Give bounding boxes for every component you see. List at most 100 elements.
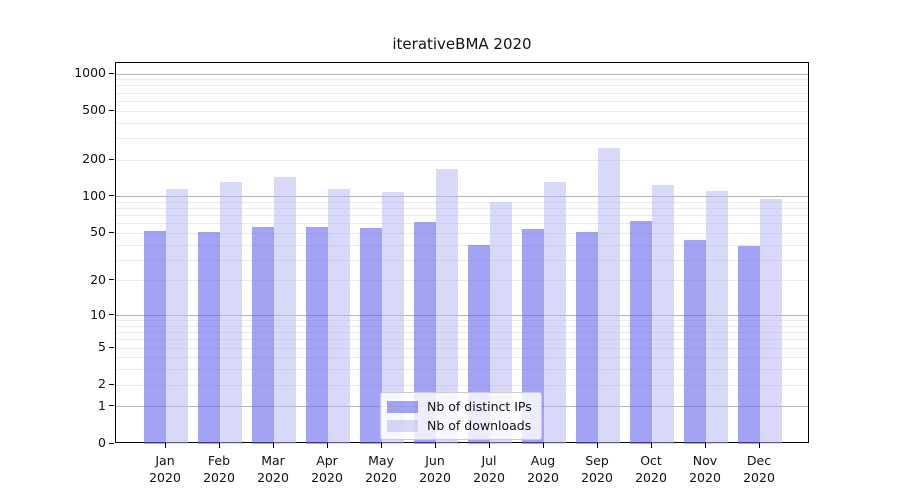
x-tick-mark [327, 443, 328, 448]
gridline-minor [116, 201, 808, 203]
x-axis-tick-label: Dec 2020 [743, 453, 775, 485]
bar-distinct-ips [522, 229, 544, 444]
gridline-minor [116, 223, 808, 225]
bar-downloads [328, 189, 350, 444]
bar-downloads [760, 199, 782, 444]
x-axis-tick-label: May 2020 [365, 453, 397, 485]
gridline-minor [116, 369, 808, 371]
gridline-minor [116, 92, 808, 94]
y-tick-mark [109, 346, 114, 348]
x-tick-mark [435, 443, 436, 448]
y-tick-mark [109, 109, 114, 111]
gridline-minor [116, 384, 808, 386]
gridline-minor [116, 122, 808, 124]
gridline-minor [116, 244, 808, 246]
x-tick-mark [759, 443, 760, 448]
bar-downloads [274, 176, 296, 444]
bar-downloads [598, 147, 620, 444]
legend-swatch-distinct-ips [387, 400, 418, 413]
y-tick-mark [109, 158, 114, 160]
bar-downloads [544, 182, 566, 444]
y-axis-tick-label: 500 [82, 102, 106, 118]
y-axis-tick-label: 0 [98, 435, 106, 450]
y-tick-mark [109, 72, 114, 74]
bar-distinct-ips [684, 240, 706, 444]
x-tick-mark [543, 443, 544, 448]
y-tick-mark [109, 442, 114, 444]
legend-label-downloads: Nb of downloads [427, 418, 532, 433]
bar-distinct-ips [360, 228, 382, 444]
bar-distinct-ips [630, 221, 652, 444]
bar-distinct-ips [576, 232, 598, 444]
gridline-minor [116, 347, 808, 349]
gridline-minor [116, 208, 808, 210]
y-tick-mark [109, 405, 114, 407]
x-tick-mark [489, 443, 490, 448]
bar-downloads [490, 201, 512, 444]
x-tick-mark [273, 443, 274, 448]
legend: Nb of distinct IPs Nb of downloads [380, 392, 542, 440]
gridline-minor [116, 110, 808, 112]
y-tick-mark [109, 383, 114, 385]
x-axis-tick-label: Sep 2020 [581, 453, 613, 485]
y-tick-mark [109, 314, 114, 316]
gridline-minor [116, 79, 808, 81]
gridline-minor [116, 320, 808, 322]
legend-swatch-downloads [387, 419, 418, 432]
bar-distinct-ips [198, 232, 220, 444]
plot-area [115, 62, 809, 444]
y-axis-tick-label: 200 [82, 151, 106, 166]
y-axis-tick-label: 5 [98, 339, 106, 355]
gridline-minor [116, 357, 808, 359]
x-axis-tick-label: Jul 2020 [473, 453, 505, 485]
y-axis-tick-label: 1000 [74, 65, 106, 81]
x-tick-mark [651, 443, 652, 448]
x-axis-tick-label: Nov 2020 [689, 453, 721, 485]
x-axis-tick-label: Apr 2020 [311, 453, 343, 485]
gridline-minor [116, 159, 808, 161]
gridline-minor [116, 280, 808, 282]
x-axis-tick-label: Jun 2020 [419, 453, 451, 485]
y-tick-mark [109, 195, 114, 197]
gridline-major [116, 315, 808, 317]
bar-downloads [706, 190, 728, 444]
bar-distinct-ips [306, 226, 328, 444]
y-axis-tick-label: 2 [98, 376, 106, 392]
x-axis-tick-label: Jan 2020 [149, 453, 181, 485]
bar-distinct-ips [414, 222, 436, 444]
x-tick-mark [705, 443, 706, 448]
x-tick-mark [381, 443, 382, 448]
gridline-major [116, 73, 808, 75]
legend-label-distinct-ips: Nb of distinct IPs [427, 399, 532, 414]
chart-title: iterativeBMA 2020 [392, 35, 532, 53]
x-axis-tick-label: Aug 2020 [527, 453, 559, 485]
gridline-minor [116, 215, 808, 217]
x-axis-tick-label: Mar 2020 [257, 453, 289, 485]
bar-downloads [220, 182, 242, 444]
gridline-major [116, 196, 808, 198]
y-axis-tick-label: 50 [90, 224, 106, 240]
x-tick-mark [165, 443, 166, 448]
bar-downloads [436, 168, 458, 444]
bar-distinct-ips [144, 231, 166, 444]
gridline-minor [116, 137, 808, 139]
gridline-minor [116, 332, 808, 334]
gridline-minor [116, 325, 808, 327]
x-tick-mark [219, 443, 220, 448]
x-axis-tick-label: Oct 2020 [635, 453, 667, 485]
gridline-minor [116, 259, 808, 261]
y-axis-tick-label: 20 [90, 271, 106, 287]
y-axis-tick-label: 100 [82, 187, 106, 203]
y-tick-mark [109, 279, 114, 281]
x-axis-tick-label: Feb 2020 [203, 453, 235, 485]
bar-distinct-ips [252, 226, 274, 444]
legend-entry-distinct-ips: Nb of distinct IPs [387, 399, 532, 414]
bar-downloads [382, 191, 404, 444]
bar-downloads [166, 189, 188, 444]
gridline-minor [116, 85, 808, 87]
gridline-minor [116, 232, 808, 234]
bar-distinct-ips [738, 246, 760, 444]
legend-entry-downloads: Nb of downloads [387, 418, 532, 433]
gridline-minor [116, 339, 808, 341]
